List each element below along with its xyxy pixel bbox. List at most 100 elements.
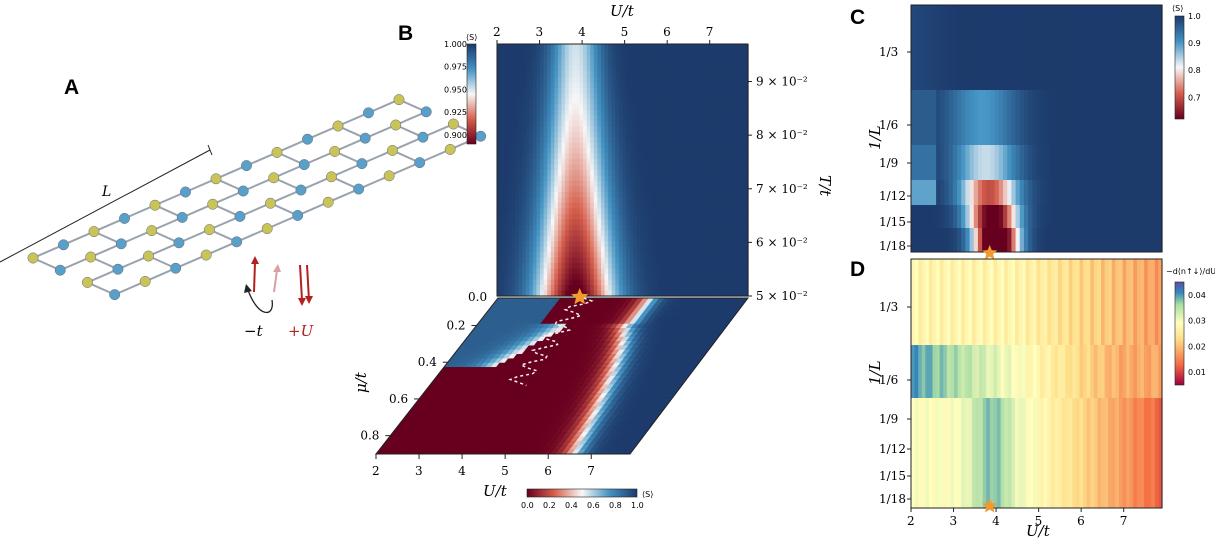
b-top-cell (514, 54, 520, 62)
b-top-cell (744, 82, 749, 89)
b-top-cell (543, 230, 548, 237)
b-top-cell (669, 252, 674, 259)
b-top-cell (572, 274, 577, 281)
b-top-cell (733, 235, 738, 242)
b-top-cell (690, 153, 695, 160)
b-top-cell (719, 137, 724, 144)
b-top-cell (572, 170, 577, 177)
b-top-cell (651, 159, 656, 166)
b-top-cell (522, 263, 527, 270)
b-top-cell (633, 82, 638, 89)
b-top-cell (575, 159, 581, 166)
b-top-cell (583, 263, 588, 270)
b-top-cell (726, 120, 731, 127)
b-top-cell (511, 54, 516, 62)
b-top-cell (740, 208, 746, 215)
b-top-cell (719, 224, 724, 231)
b-top-cell (690, 252, 695, 259)
b-top-cell (704, 191, 710, 198)
b-top-x-tick-label: 6 (663, 25, 671, 39)
b-top-cell (629, 285, 634, 292)
b-top-cell (676, 263, 681, 270)
lattice-site (265, 197, 276, 209)
b-top-cell (651, 87, 656, 94)
b-top-cell (633, 213, 638, 220)
b-top-cell (730, 252, 735, 259)
b-top-cell (687, 93, 692, 100)
lattice-site (27, 252, 39, 264)
b-top-cell (575, 44, 581, 51)
b-top-cell (518, 268, 523, 275)
b-top-cell (633, 208, 638, 215)
b-top-cell (514, 186, 520, 193)
b-top-cell (565, 142, 570, 149)
b-top-cell (737, 142, 742, 149)
b-top-cell (697, 71, 702, 78)
b-top-cell (654, 241, 659, 248)
b-top-cell (543, 252, 548, 259)
b-top-cell (722, 208, 728, 215)
b-top-cell (554, 274, 559, 281)
b-top-cell (497, 104, 502, 111)
b-top-cell (504, 290, 509, 297)
b-top-cell (690, 224, 695, 231)
b-top-cell (543, 148, 548, 155)
b-top-cell (622, 71, 627, 78)
b-top-cell (726, 263, 731, 270)
b-top-heatmap (497, 44, 749, 297)
b-top-cell (644, 65, 649, 72)
b-top-cell (640, 230, 645, 237)
b-top-cell (701, 115, 706, 122)
b-top-cell (701, 44, 706, 51)
b-top-cell (583, 60, 588, 67)
b-top-cell (658, 208, 663, 215)
lattice-site (417, 131, 429, 143)
b-top-cell (618, 180, 624, 188)
b-top-cell (579, 115, 584, 122)
b-top-cell (565, 159, 570, 166)
b-top-cell (511, 252, 516, 259)
b-top-cell (540, 44, 545, 51)
b-top-cell (550, 279, 555, 286)
b-top-cell (683, 87, 688, 94)
b-top-cell (633, 93, 638, 100)
b-top-cell (597, 137, 602, 144)
b-top-cell (529, 263, 534, 270)
b-top-cell (722, 246, 728, 253)
b-top-cell (615, 180, 620, 188)
b-top-cell (726, 82, 731, 89)
lattice-bond (392, 136, 424, 152)
b-top-cell (715, 246, 720, 253)
b-top-cell (679, 279, 685, 286)
b-top-cell (522, 142, 527, 149)
b-top-cell (719, 164, 724, 171)
b-top-cell (504, 246, 509, 253)
lattice-bond (337, 111, 369, 127)
b-top-cell (740, 93, 746, 100)
b-top-cell (554, 148, 559, 155)
b-top-cell (543, 87, 548, 94)
b-top-cell (604, 241, 609, 248)
b-top-cell (586, 60, 591, 67)
b-top-cell (547, 290, 552, 297)
b-top-cell (511, 120, 516, 127)
b-top-cell (665, 54, 670, 62)
b-top-cell (654, 60, 659, 67)
b-top-cell (529, 279, 534, 286)
b-top-cell (525, 208, 530, 215)
b-top-cell (597, 230, 602, 237)
b-top-cell (572, 44, 577, 51)
b-top-cell (694, 49, 699, 56)
b-top-cell (497, 82, 502, 89)
b-top-cell (507, 290, 512, 297)
b-top-cell (540, 180, 545, 188)
b-top-cell (704, 153, 710, 160)
b-top-cell (704, 285, 710, 292)
b-top-cell (740, 274, 746, 281)
b-top-cell (529, 82, 534, 89)
b-top-cell (522, 148, 527, 155)
b-top-cell (583, 54, 588, 62)
b-top-cell (572, 142, 577, 149)
b-top-cell (665, 98, 670, 105)
b-top-cell (626, 263, 631, 270)
